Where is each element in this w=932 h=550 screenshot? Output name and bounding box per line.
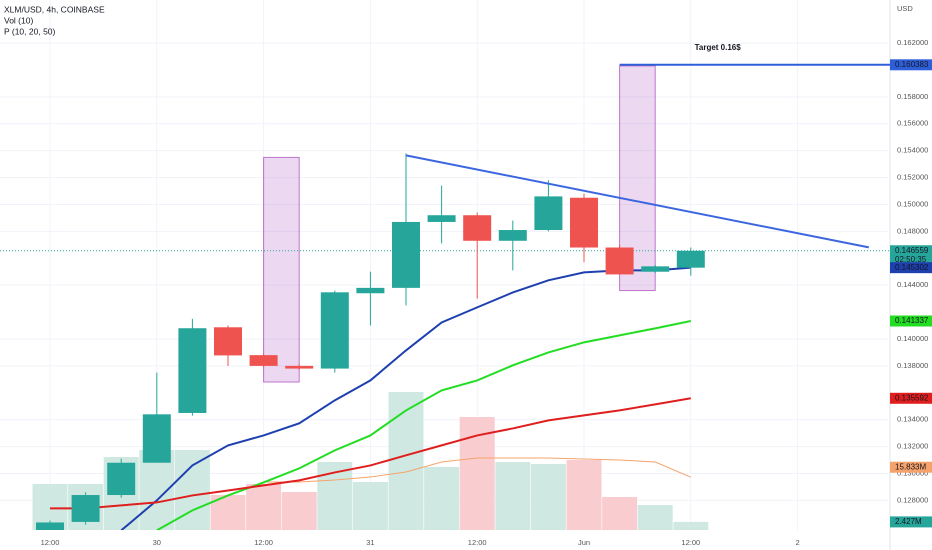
candle-body [178, 328, 207, 413]
price-label-box [890, 315, 932, 327]
y-tick-label: 0.140000 [897, 334, 928, 343]
volume-bar [246, 484, 282, 530]
volume-bar [281, 492, 317, 530]
y-tick-label: 0.158000 [897, 92, 928, 101]
volume-bar [495, 462, 531, 530]
candle-body [71, 495, 100, 522]
candle-body [142, 414, 171, 463]
volume-bar [530, 464, 566, 530]
target-text: Target 0.16$ [695, 43, 742, 52]
volume-bar [352, 482, 388, 530]
y-tick-label: 0.132000 [897, 442, 928, 451]
y-tick-label: 0.154000 [897, 146, 928, 155]
candle-body [392, 221, 420, 288]
price-label: 0.160383 [895, 60, 929, 69]
legend-volume: Vol (10) [4, 15, 33, 25]
y-tick-label: 0.162000 [897, 38, 928, 47]
chart-title: XLM/USD, 4h, COINBASE [4, 4, 105, 14]
y-tick-label: 0.130000 [897, 468, 928, 477]
x-tick-label: 2 [796, 538, 800, 547]
candle-body [463, 215, 492, 241]
price-label: 2.427M [895, 517, 922, 526]
volume-bar [388, 392, 424, 530]
x-tick-label: 12:00 [468, 538, 487, 547]
x-tick-label: 12:00 [41, 538, 60, 547]
price-label-box [890, 59, 932, 71]
moving-average-line [50, 397, 691, 510]
candle-body [356, 287, 385, 294]
y-tick-label: 0.138000 [897, 361, 928, 370]
price-label-box [890, 461, 932, 473]
volume-bar [602, 497, 638, 530]
y-axis-label: USD [897, 4, 913, 13]
y-tick-label: 0.144000 [897, 280, 928, 289]
volume-bar [566, 460, 602, 530]
y-tick-label: 0.150000 [897, 199, 928, 208]
legend-ma: P (10, 20, 50) [4, 26, 56, 36]
candle-body [107, 462, 136, 496]
x-tick-label: 30 [153, 538, 161, 547]
candle-body [498, 230, 527, 241]
volume-ma-line [263, 457, 691, 483]
x-tick-label: 31 [366, 538, 374, 547]
volume-bar [424, 467, 460, 530]
candle-body [36, 522, 64, 530]
price-label: 0.145302 [895, 263, 929, 272]
price-label: 0.146559 [895, 246, 929, 255]
candle-body [676, 250, 705, 268]
highlight-box [263, 156, 300, 383]
candle-body [320, 292, 349, 369]
x-tick-label: 12:00 [254, 538, 273, 547]
moving-average-line [120, 266, 691, 530]
y-tick-label: 0.156000 [897, 119, 928, 128]
price-label-box [890, 392, 932, 404]
volume-bar [673, 521, 709, 530]
price-label: 15.833M [895, 462, 926, 471]
price-label-box [890, 516, 932, 528]
candle-body [605, 247, 634, 275]
candle-body [285, 365, 314, 369]
price-label-box [890, 245, 932, 266]
candle-body [641, 266, 670, 272]
candle-body [534, 196, 563, 231]
volume-bar [637, 505, 673, 530]
candle-body [214, 327, 242, 356]
price-label-box [890, 262, 932, 274]
y-tick-label: 0.148000 [897, 226, 928, 235]
price-label: 0.141337 [895, 316, 929, 325]
y-tick-label: 0.128000 [897, 495, 928, 504]
plot-area [0, 0, 890, 530]
y-tick-label: 0.134000 [897, 415, 928, 424]
price-label: 0.135592 [895, 393, 929, 402]
x-tick-label: Jun [578, 538, 590, 547]
trendline [405, 154, 869, 249]
candle-body [249, 355, 278, 366]
countdown-label: 02:50:35 [895, 255, 927, 264]
candle-body [570, 197, 598, 248]
candle-body [427, 215, 456, 222]
x-tick-label: 12:00 [681, 538, 700, 547]
y-tick-label: 0.152000 [897, 173, 928, 182]
